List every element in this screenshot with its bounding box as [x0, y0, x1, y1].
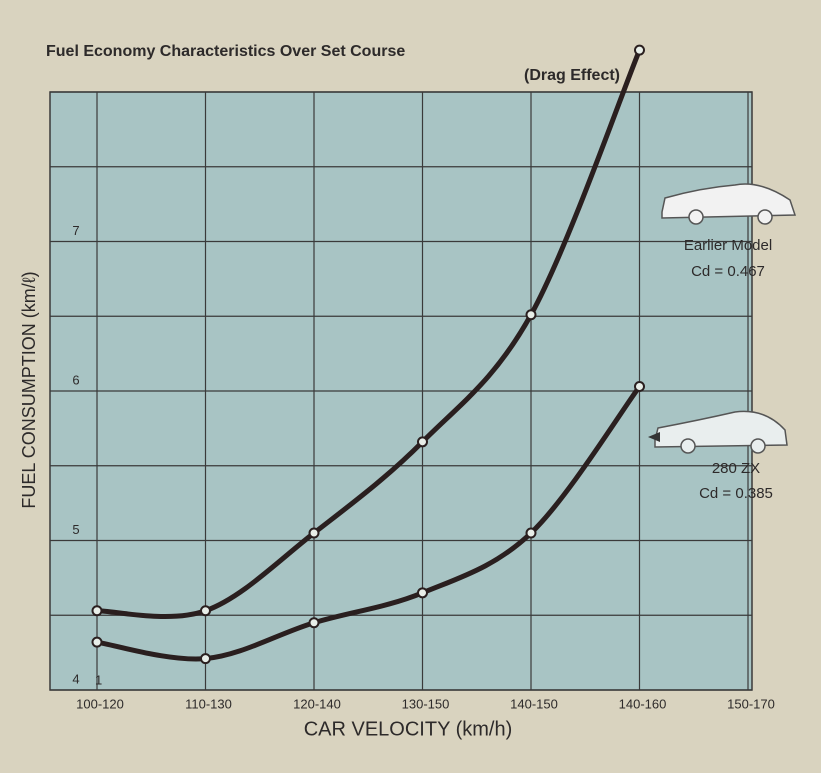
chart-subtitle: (Drag Effect) — [524, 67, 620, 84]
legend-label: Earlier Model — [684, 237, 772, 254]
y-tick-label: 7 — [72, 223, 79, 238]
y-tick-label: 5 — [72, 522, 79, 537]
data-point — [525, 309, 537, 321]
y-tick-label: 4 — [72, 671, 79, 686]
x-tick-label: 150-170 — [727, 696, 775, 711]
data-point — [200, 605, 211, 617]
data-point — [417, 587, 428, 599]
data-point — [634, 44, 645, 56]
legend-detail: Cd = 0.385 — [699, 485, 773, 502]
y-tick-label: 6 — [72, 372, 79, 387]
x-tick-label: 100-120 — [76, 696, 124, 711]
data-point — [91, 636, 103, 648]
x-axis-label: CAR VELOCITY (km/h) — [304, 718, 513, 740]
x-tick-label: 130-150 — [402, 696, 450, 711]
car-icon — [648, 410, 788, 454]
x-tick-label: 120-140 — [293, 696, 341, 711]
legend-label: 280 ZX — [712, 460, 760, 477]
annotation: 1 — [95, 672, 102, 687]
chart-title: Fuel Economy Characteristics Over Set Co… — [46, 43, 405, 60]
data-point — [634, 381, 645, 393]
data-point — [200, 653, 211, 665]
data-point — [525, 527, 537, 539]
data-point — [308, 617, 320, 629]
data-point — [91, 605, 103, 617]
x-tick-label: 140-150 — [510, 696, 558, 711]
data-point — [417, 436, 428, 448]
x-tick-label: 110-130 — [185, 696, 232, 711]
legend-detail: Cd = 0.467 — [691, 263, 765, 280]
car-icon — [661, 183, 797, 225]
x-tick-label: 140-160 — [619, 696, 667, 711]
data-point — [308, 527, 320, 539]
y-axis-label: FUEL CONSUMPTION (km/ℓ) — [19, 271, 39, 508]
